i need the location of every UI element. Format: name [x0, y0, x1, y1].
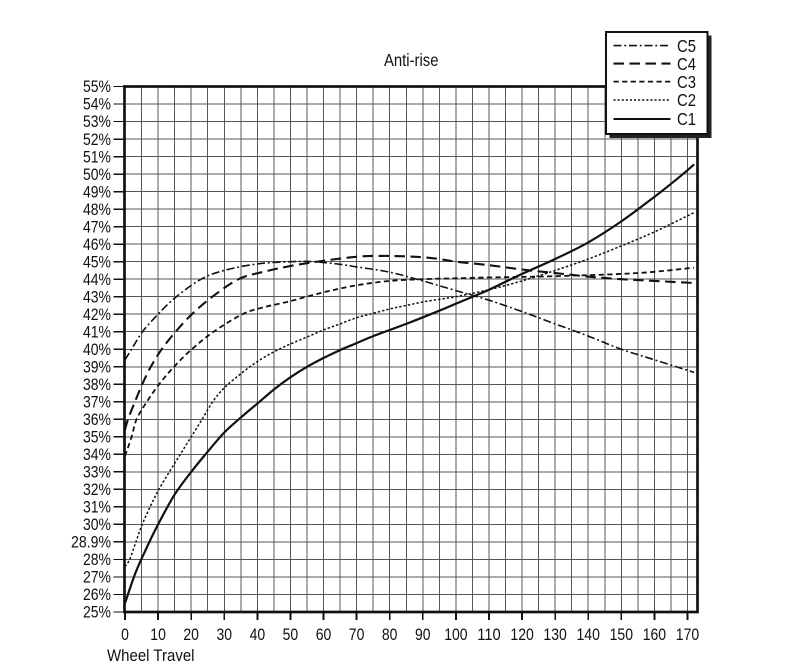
svg-text:Anti-rise: Anti-rise — [384, 50, 439, 70]
svg-text:35%: 35% — [83, 429, 111, 447]
svg-text:110: 110 — [477, 625, 500, 644]
svg-text:140: 140 — [577, 625, 600, 644]
svg-text:37%: 37% — [83, 394, 111, 412]
svg-text:55%: 55% — [83, 78, 111, 96]
svg-text:43%: 43% — [83, 288, 111, 306]
svg-text:42%: 42% — [83, 306, 111, 324]
svg-text:30: 30 — [217, 625, 233, 644]
svg-text:160: 160 — [643, 625, 666, 644]
svg-text:C2: C2 — [677, 90, 696, 110]
svg-text:38%: 38% — [83, 376, 111, 394]
svg-text:46%: 46% — [83, 236, 111, 254]
svg-text:27%: 27% — [83, 569, 111, 587]
svg-text:53%: 53% — [83, 113, 111, 131]
svg-text:52%: 52% — [83, 131, 111, 149]
svg-text:50%: 50% — [83, 166, 111, 184]
svg-text:20: 20 — [183, 625, 199, 644]
svg-text:80: 80 — [382, 625, 398, 644]
svg-text:47%: 47% — [83, 218, 111, 236]
svg-text:54%: 54% — [83, 96, 111, 114]
svg-text:25%: 25% — [83, 604, 111, 622]
svg-text:30%: 30% — [83, 516, 111, 534]
svg-text:39%: 39% — [83, 359, 111, 377]
svg-text:C4: C4 — [677, 54, 696, 74]
svg-text:70: 70 — [349, 625, 365, 644]
svg-text:49%: 49% — [83, 183, 111, 201]
svg-text:41%: 41% — [83, 323, 111, 341]
svg-text:44%: 44% — [83, 271, 111, 289]
svg-text:51%: 51% — [83, 148, 111, 166]
svg-text:100: 100 — [444, 625, 467, 644]
svg-text:40: 40 — [250, 625, 266, 644]
svg-text:40%: 40% — [83, 341, 111, 359]
svg-text:33%: 33% — [83, 464, 111, 482]
svg-text:28.9%: 28.9% — [71, 534, 111, 552]
svg-text:26%: 26% — [83, 586, 111, 604]
svg-text:120: 120 — [510, 625, 533, 644]
svg-text:170: 170 — [676, 625, 699, 644]
svg-text:60: 60 — [316, 625, 332, 644]
svg-text:C3: C3 — [677, 72, 696, 92]
svg-text:150: 150 — [610, 625, 633, 644]
svg-text:90: 90 — [415, 625, 431, 644]
svg-text:36%: 36% — [83, 411, 111, 429]
svg-text:48%: 48% — [83, 201, 111, 219]
svg-text:C1: C1 — [677, 109, 696, 129]
svg-text:130: 130 — [543, 625, 566, 644]
svg-text:32%: 32% — [83, 481, 111, 499]
svg-text:10: 10 — [150, 625, 166, 644]
svg-text:50: 50 — [283, 625, 299, 644]
svg-text:45%: 45% — [83, 253, 111, 271]
svg-text:34%: 34% — [83, 446, 111, 464]
svg-text:0: 0 — [121, 625, 129, 644]
svg-text:C5: C5 — [677, 36, 696, 56]
svg-text:31%: 31% — [83, 499, 111, 517]
svg-text:Wheel Travel: Wheel Travel — [107, 646, 195, 665]
svg-text:28%: 28% — [83, 551, 111, 569]
